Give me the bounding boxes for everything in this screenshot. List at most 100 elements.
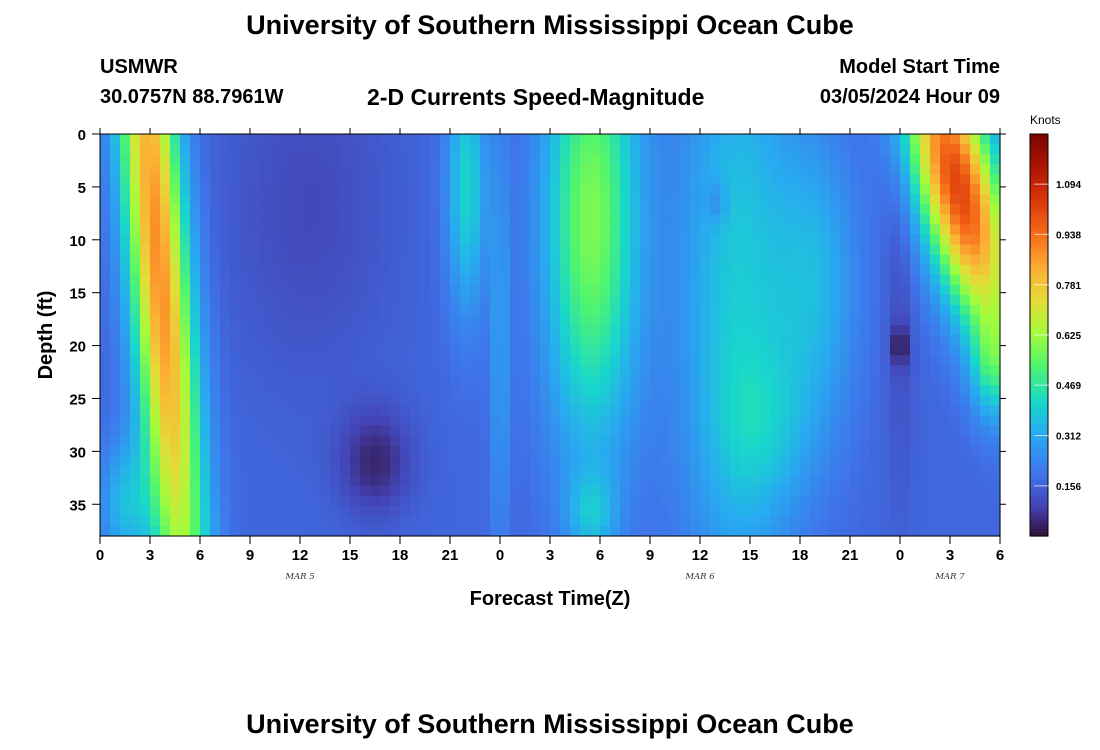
heatmap-cell <box>540 224 551 236</box>
heatmap-cell <box>500 314 511 326</box>
heatmap-cell <box>670 515 681 527</box>
heatmap-cell <box>730 465 741 477</box>
heatmap-cell <box>860 515 871 527</box>
heatmap-cell <box>280 224 291 236</box>
heatmap-cell <box>220 164 231 175</box>
heatmap-cell <box>960 314 971 326</box>
heatmap-cell <box>750 264 761 276</box>
heatmap-cell <box>370 485 381 497</box>
colorbar-tick-label: 1.094 <box>1056 180 1081 191</box>
colorbar-swatch <box>1030 503 1048 509</box>
heatmap-cell <box>490 194 501 205</box>
heatmap-cell <box>700 264 711 276</box>
heatmap-cell <box>170 294 181 306</box>
heatmap-cell <box>250 355 261 366</box>
colorbar-unit-label: Knots <box>1030 113 1061 127</box>
x-tick-label: 0 <box>896 547 904 564</box>
heatmap-cell <box>420 264 431 276</box>
colorbar-swatch <box>1030 154 1048 159</box>
heatmap-cell <box>990 284 1001 296</box>
heatmap-cell <box>920 294 931 306</box>
heatmap-cell <box>530 435 541 447</box>
heatmap-cell <box>620 154 631 165</box>
heatmap-cell <box>230 335 241 346</box>
heatmap-cell <box>870 134 881 145</box>
heatmap-cell <box>360 365 371 376</box>
heatmap-cell <box>460 505 471 517</box>
heatmap-cell <box>370 234 381 246</box>
heatmap-cell <box>660 495 671 507</box>
heatmap-cell <box>950 455 961 467</box>
heatmap-cell <box>670 445 681 457</box>
heatmap-cell <box>750 244 761 256</box>
heatmap-cell <box>800 134 811 145</box>
heatmap-cell <box>990 395 1001 406</box>
heatmap-cell <box>810 324 821 336</box>
heatmap-cell <box>400 485 411 497</box>
heatmap-cell <box>150 435 161 447</box>
heatmap-cell <box>110 134 121 145</box>
heatmap-cell <box>230 445 241 457</box>
heatmap-cell <box>880 294 891 306</box>
heatmap-cell <box>640 425 651 437</box>
heatmap-cell <box>420 375 431 386</box>
heatmap-cell <box>530 244 541 256</box>
heatmap-cell <box>850 505 861 517</box>
heatmap-cell <box>330 395 341 406</box>
heatmap-cell <box>120 254 131 266</box>
heatmap-cell <box>540 134 551 145</box>
heatmap-cell <box>390 365 401 376</box>
colorbar-tick-label: 0.781 <box>1056 281 1081 292</box>
heatmap-cell <box>720 395 731 406</box>
heatmap-cell <box>880 184 891 195</box>
colorbar-swatch <box>1030 230 1048 236</box>
colorbar-swatch <box>1030 367 1048 372</box>
heatmap-cell <box>400 284 411 296</box>
heatmap-cell <box>830 224 841 236</box>
heatmap-cell <box>800 355 811 366</box>
heatmap-cell <box>550 375 561 386</box>
heatmap-cell <box>330 264 341 276</box>
heatmap-cell <box>780 455 791 467</box>
heatmap-cell <box>720 505 731 517</box>
heatmap-cell <box>830 134 841 145</box>
heatmap-cell <box>810 425 821 437</box>
heatmap-cell <box>460 435 471 447</box>
heatmap-cell <box>740 405 751 416</box>
heatmap-cell <box>980 455 991 467</box>
heatmap-cell <box>510 485 521 497</box>
heatmap-cell <box>470 525 481 537</box>
heatmap-cell <box>800 214 811 226</box>
heatmap-cell <box>160 525 171 537</box>
heatmap-cell <box>580 415 591 427</box>
heatmap-cell <box>190 254 201 266</box>
heatmap-cell <box>950 244 961 256</box>
heatmap-cell <box>540 214 551 226</box>
heatmap-cell <box>620 365 631 376</box>
heatmap-cell <box>130 254 141 266</box>
heatmap-cell <box>890 244 901 256</box>
heatmap-cell <box>630 184 641 195</box>
heatmap-cell <box>870 224 881 236</box>
heatmap-cell <box>840 274 851 286</box>
heatmap-cell <box>330 184 341 195</box>
heatmap-cell <box>620 405 631 416</box>
heatmap-cell <box>570 505 581 517</box>
heatmap-cell <box>340 204 351 215</box>
heatmap-cell <box>380 355 391 366</box>
heatmap-cell <box>550 355 561 366</box>
heatmap-cell <box>680 345 691 356</box>
heatmap-cell <box>340 264 351 276</box>
heatmap-cell <box>510 375 521 386</box>
heatmap-cell <box>240 174 251 185</box>
colorbar-swatch <box>1030 322 1048 328</box>
heatmap-cell <box>850 395 861 406</box>
heatmap-cell <box>980 154 991 165</box>
heatmap-cell <box>600 184 611 195</box>
heatmap-cell <box>890 505 901 517</box>
heatmap-cell <box>730 505 741 517</box>
heatmap-cell <box>270 525 281 537</box>
heatmap-cell <box>140 254 151 266</box>
heatmap-cell <box>550 264 561 276</box>
